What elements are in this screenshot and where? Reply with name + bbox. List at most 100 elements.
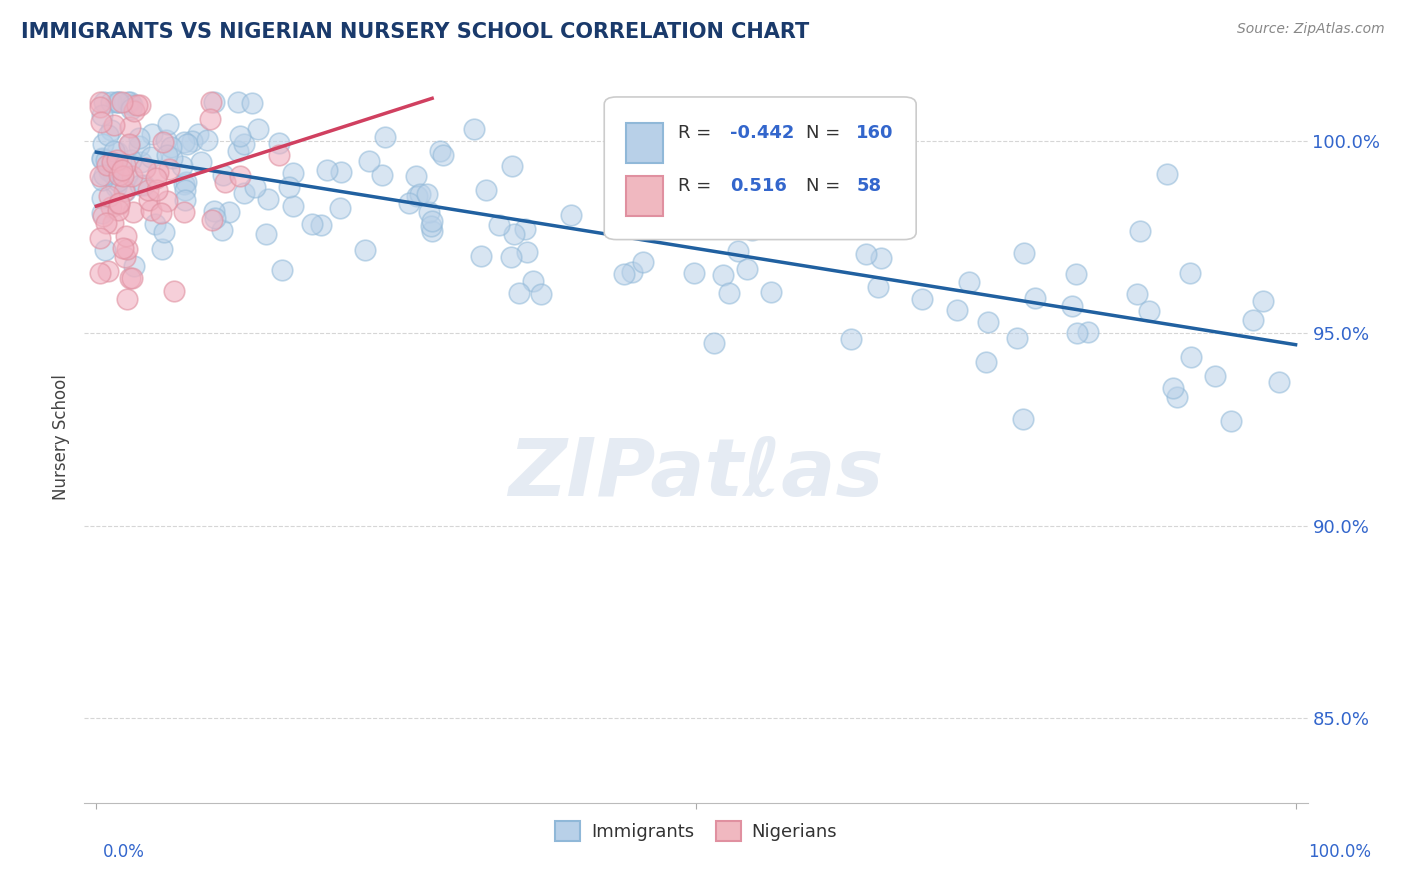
Point: [118, 137, 141, 152]
Point: [91, 172, 114, 186]
Point: [200, 95, 222, 110]
Point: [374, 130, 396, 145]
Text: R =: R =: [678, 124, 717, 142]
Point: [1253, 294, 1275, 309]
Point: [233, 136, 256, 151]
Point: [105, 145, 128, 160]
Point: [418, 205, 440, 219]
Point: [683, 266, 706, 280]
Point: [97, 164, 120, 178]
Point: [204, 211, 226, 226]
Point: [1012, 412, 1035, 426]
Point: [737, 261, 759, 276]
Text: 160: 160: [856, 124, 894, 142]
Point: [201, 213, 224, 227]
Point: [974, 354, 997, 368]
Point: [111, 95, 134, 110]
Point: [1137, 304, 1160, 318]
Point: [173, 135, 195, 149]
Point: [122, 260, 145, 274]
Point: [111, 241, 134, 255]
Point: [103, 119, 125, 133]
Point: [174, 175, 197, 189]
Point: [91, 206, 114, 220]
Text: N =: N =: [806, 124, 846, 142]
Point: [270, 262, 292, 277]
Point: [104, 95, 127, 110]
Text: R =: R =: [678, 178, 717, 195]
Point: [124, 103, 146, 118]
Point: [1126, 287, 1149, 301]
Point: [530, 287, 553, 301]
Text: 100.0%: 100.0%: [1308, 843, 1371, 861]
Point: [229, 169, 252, 184]
Point: [432, 148, 454, 162]
Point: [855, 247, 877, 261]
Point: [475, 183, 498, 197]
Point: [97, 189, 120, 203]
Point: [181, 134, 204, 148]
Point: [101, 161, 124, 175]
Point: [153, 225, 176, 239]
Point: [138, 193, 160, 207]
Point: [152, 136, 174, 150]
Point: [128, 131, 150, 145]
Point: [100, 123, 122, 137]
Point: [416, 187, 439, 202]
Point: [613, 267, 636, 281]
Point: [911, 293, 934, 307]
Point: [281, 199, 304, 213]
Point: [97, 264, 120, 278]
Point: [121, 169, 143, 183]
Point: [89, 266, 111, 280]
Point: [839, 332, 862, 346]
Point: [107, 95, 129, 110]
Point: [96, 158, 118, 172]
Point: [269, 148, 291, 162]
Point: [727, 244, 749, 258]
Point: [176, 136, 198, 151]
Point: [155, 133, 177, 147]
Point: [117, 243, 139, 257]
Point: [118, 271, 141, 285]
Point: [104, 156, 127, 170]
Point: [429, 144, 451, 158]
Point: [90, 115, 112, 129]
Point: [96, 153, 118, 167]
Point: [1156, 167, 1178, 181]
Point: [143, 217, 166, 231]
Point: [91, 151, 114, 165]
Point: [163, 284, 186, 298]
Legend: Immigrants, Nigerians: Immigrants, Nigerians: [547, 814, 845, 848]
Point: [976, 315, 998, 329]
Point: [107, 203, 129, 218]
Point: [173, 205, 195, 219]
Point: [104, 180, 127, 194]
Point: [631, 211, 654, 226]
Point: [94, 216, 117, 230]
Point: [97, 128, 120, 143]
Point: [91, 108, 114, 122]
Point: [226, 144, 249, 158]
Point: [311, 218, 333, 232]
Point: [463, 122, 485, 136]
Point: [121, 271, 143, 285]
Point: [488, 218, 510, 232]
Point: [1064, 267, 1087, 281]
Point: [122, 205, 145, 219]
Point: [127, 97, 149, 112]
Point: [232, 186, 254, 200]
Point: [946, 303, 969, 318]
Point: [101, 167, 124, 181]
Point: [89, 169, 111, 183]
Text: IMMIGRANTS VS NIGERIAN NURSERY SCHOOL CORRELATION CHART: IMMIGRANTS VS NIGERIAN NURSERY SCHOOL CO…: [21, 22, 810, 42]
Point: [513, 222, 536, 236]
Point: [132, 178, 155, 192]
Point: [1077, 326, 1099, 340]
Text: -0.442: -0.442: [730, 124, 794, 142]
Point: [145, 171, 167, 186]
Point: [91, 192, 114, 206]
Point: [114, 228, 136, 243]
Point: [187, 127, 209, 141]
Point: [157, 162, 180, 177]
